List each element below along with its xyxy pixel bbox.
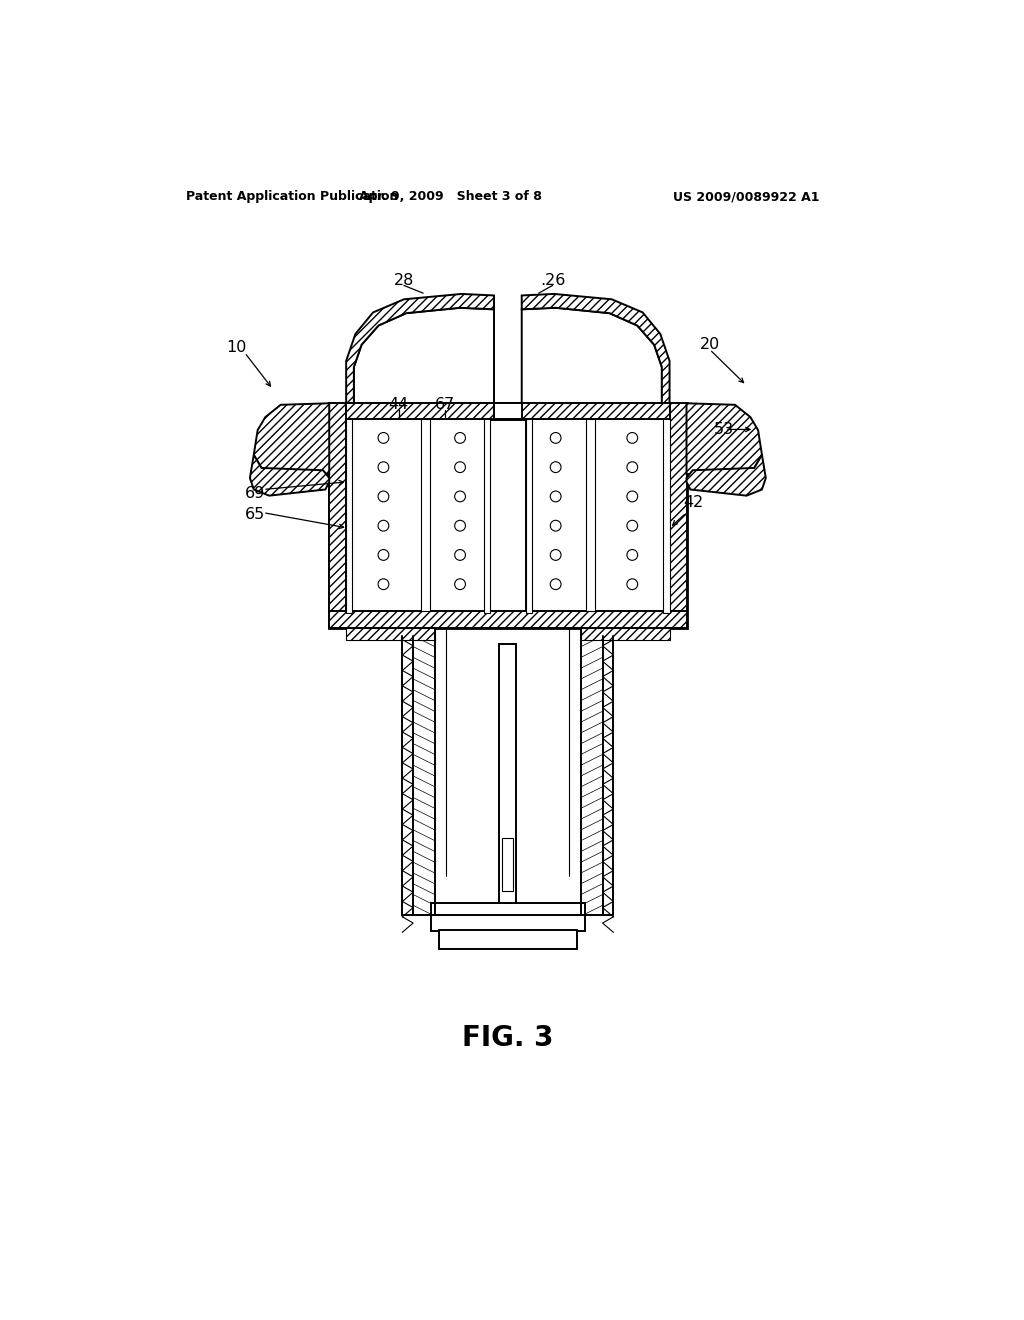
Polygon shape xyxy=(521,308,662,404)
Circle shape xyxy=(378,491,389,502)
Text: 53: 53 xyxy=(714,422,733,437)
Polygon shape xyxy=(581,628,686,640)
Bar xyxy=(503,838,513,891)
Circle shape xyxy=(378,578,389,590)
Text: US 2009/0089922 A1: US 2009/0089922 A1 xyxy=(674,190,820,203)
Bar xyxy=(525,417,531,612)
Bar xyxy=(525,418,670,611)
Polygon shape xyxy=(354,308,494,404)
Bar xyxy=(500,644,516,903)
Circle shape xyxy=(455,491,466,502)
Text: Apr. 9, 2009   Sheet 3 of 8: Apr. 9, 2009 Sheet 3 of 8 xyxy=(358,190,542,203)
Bar xyxy=(586,418,595,611)
Polygon shape xyxy=(494,404,521,418)
Text: .26: .26 xyxy=(540,272,565,288)
Polygon shape xyxy=(250,455,330,496)
Polygon shape xyxy=(670,404,686,628)
Circle shape xyxy=(378,520,389,531)
Bar xyxy=(431,903,585,932)
Circle shape xyxy=(550,549,561,561)
Text: 67: 67 xyxy=(434,397,455,412)
Polygon shape xyxy=(330,404,346,628)
Polygon shape xyxy=(521,404,670,418)
Bar xyxy=(346,418,490,611)
Circle shape xyxy=(455,433,466,444)
Polygon shape xyxy=(686,404,762,474)
Text: 44: 44 xyxy=(388,397,409,412)
Circle shape xyxy=(550,491,561,502)
Circle shape xyxy=(550,578,561,590)
Text: FIG. 3: FIG. 3 xyxy=(462,1024,554,1052)
Circle shape xyxy=(627,462,638,473)
Polygon shape xyxy=(254,404,330,474)
Circle shape xyxy=(455,549,466,561)
Circle shape xyxy=(378,433,389,444)
Text: 42: 42 xyxy=(683,495,703,510)
Circle shape xyxy=(455,520,466,531)
Circle shape xyxy=(627,491,638,502)
Text: Patent Application Publication: Patent Application Publication xyxy=(186,190,398,203)
Circle shape xyxy=(455,462,466,473)
Circle shape xyxy=(550,520,561,531)
Text: 65: 65 xyxy=(245,507,265,521)
Text: 28: 28 xyxy=(393,272,414,288)
Bar xyxy=(484,417,490,612)
Polygon shape xyxy=(346,294,494,404)
Text: 69: 69 xyxy=(245,486,265,500)
Circle shape xyxy=(627,549,638,561)
Polygon shape xyxy=(346,404,494,418)
Circle shape xyxy=(627,578,638,590)
Polygon shape xyxy=(521,294,670,404)
Circle shape xyxy=(550,462,561,473)
Polygon shape xyxy=(686,455,766,496)
Circle shape xyxy=(627,520,638,531)
Polygon shape xyxy=(330,611,686,628)
Circle shape xyxy=(550,433,561,444)
Polygon shape xyxy=(330,628,435,640)
Bar xyxy=(438,929,578,949)
Text: 10: 10 xyxy=(226,339,247,355)
Circle shape xyxy=(378,462,389,473)
Circle shape xyxy=(455,578,466,590)
Bar xyxy=(330,404,686,628)
Bar xyxy=(421,418,430,611)
Polygon shape xyxy=(346,404,670,420)
Circle shape xyxy=(378,549,389,561)
Text: 20: 20 xyxy=(700,337,721,352)
Bar xyxy=(346,417,352,612)
Circle shape xyxy=(627,433,638,444)
Bar xyxy=(664,417,670,612)
